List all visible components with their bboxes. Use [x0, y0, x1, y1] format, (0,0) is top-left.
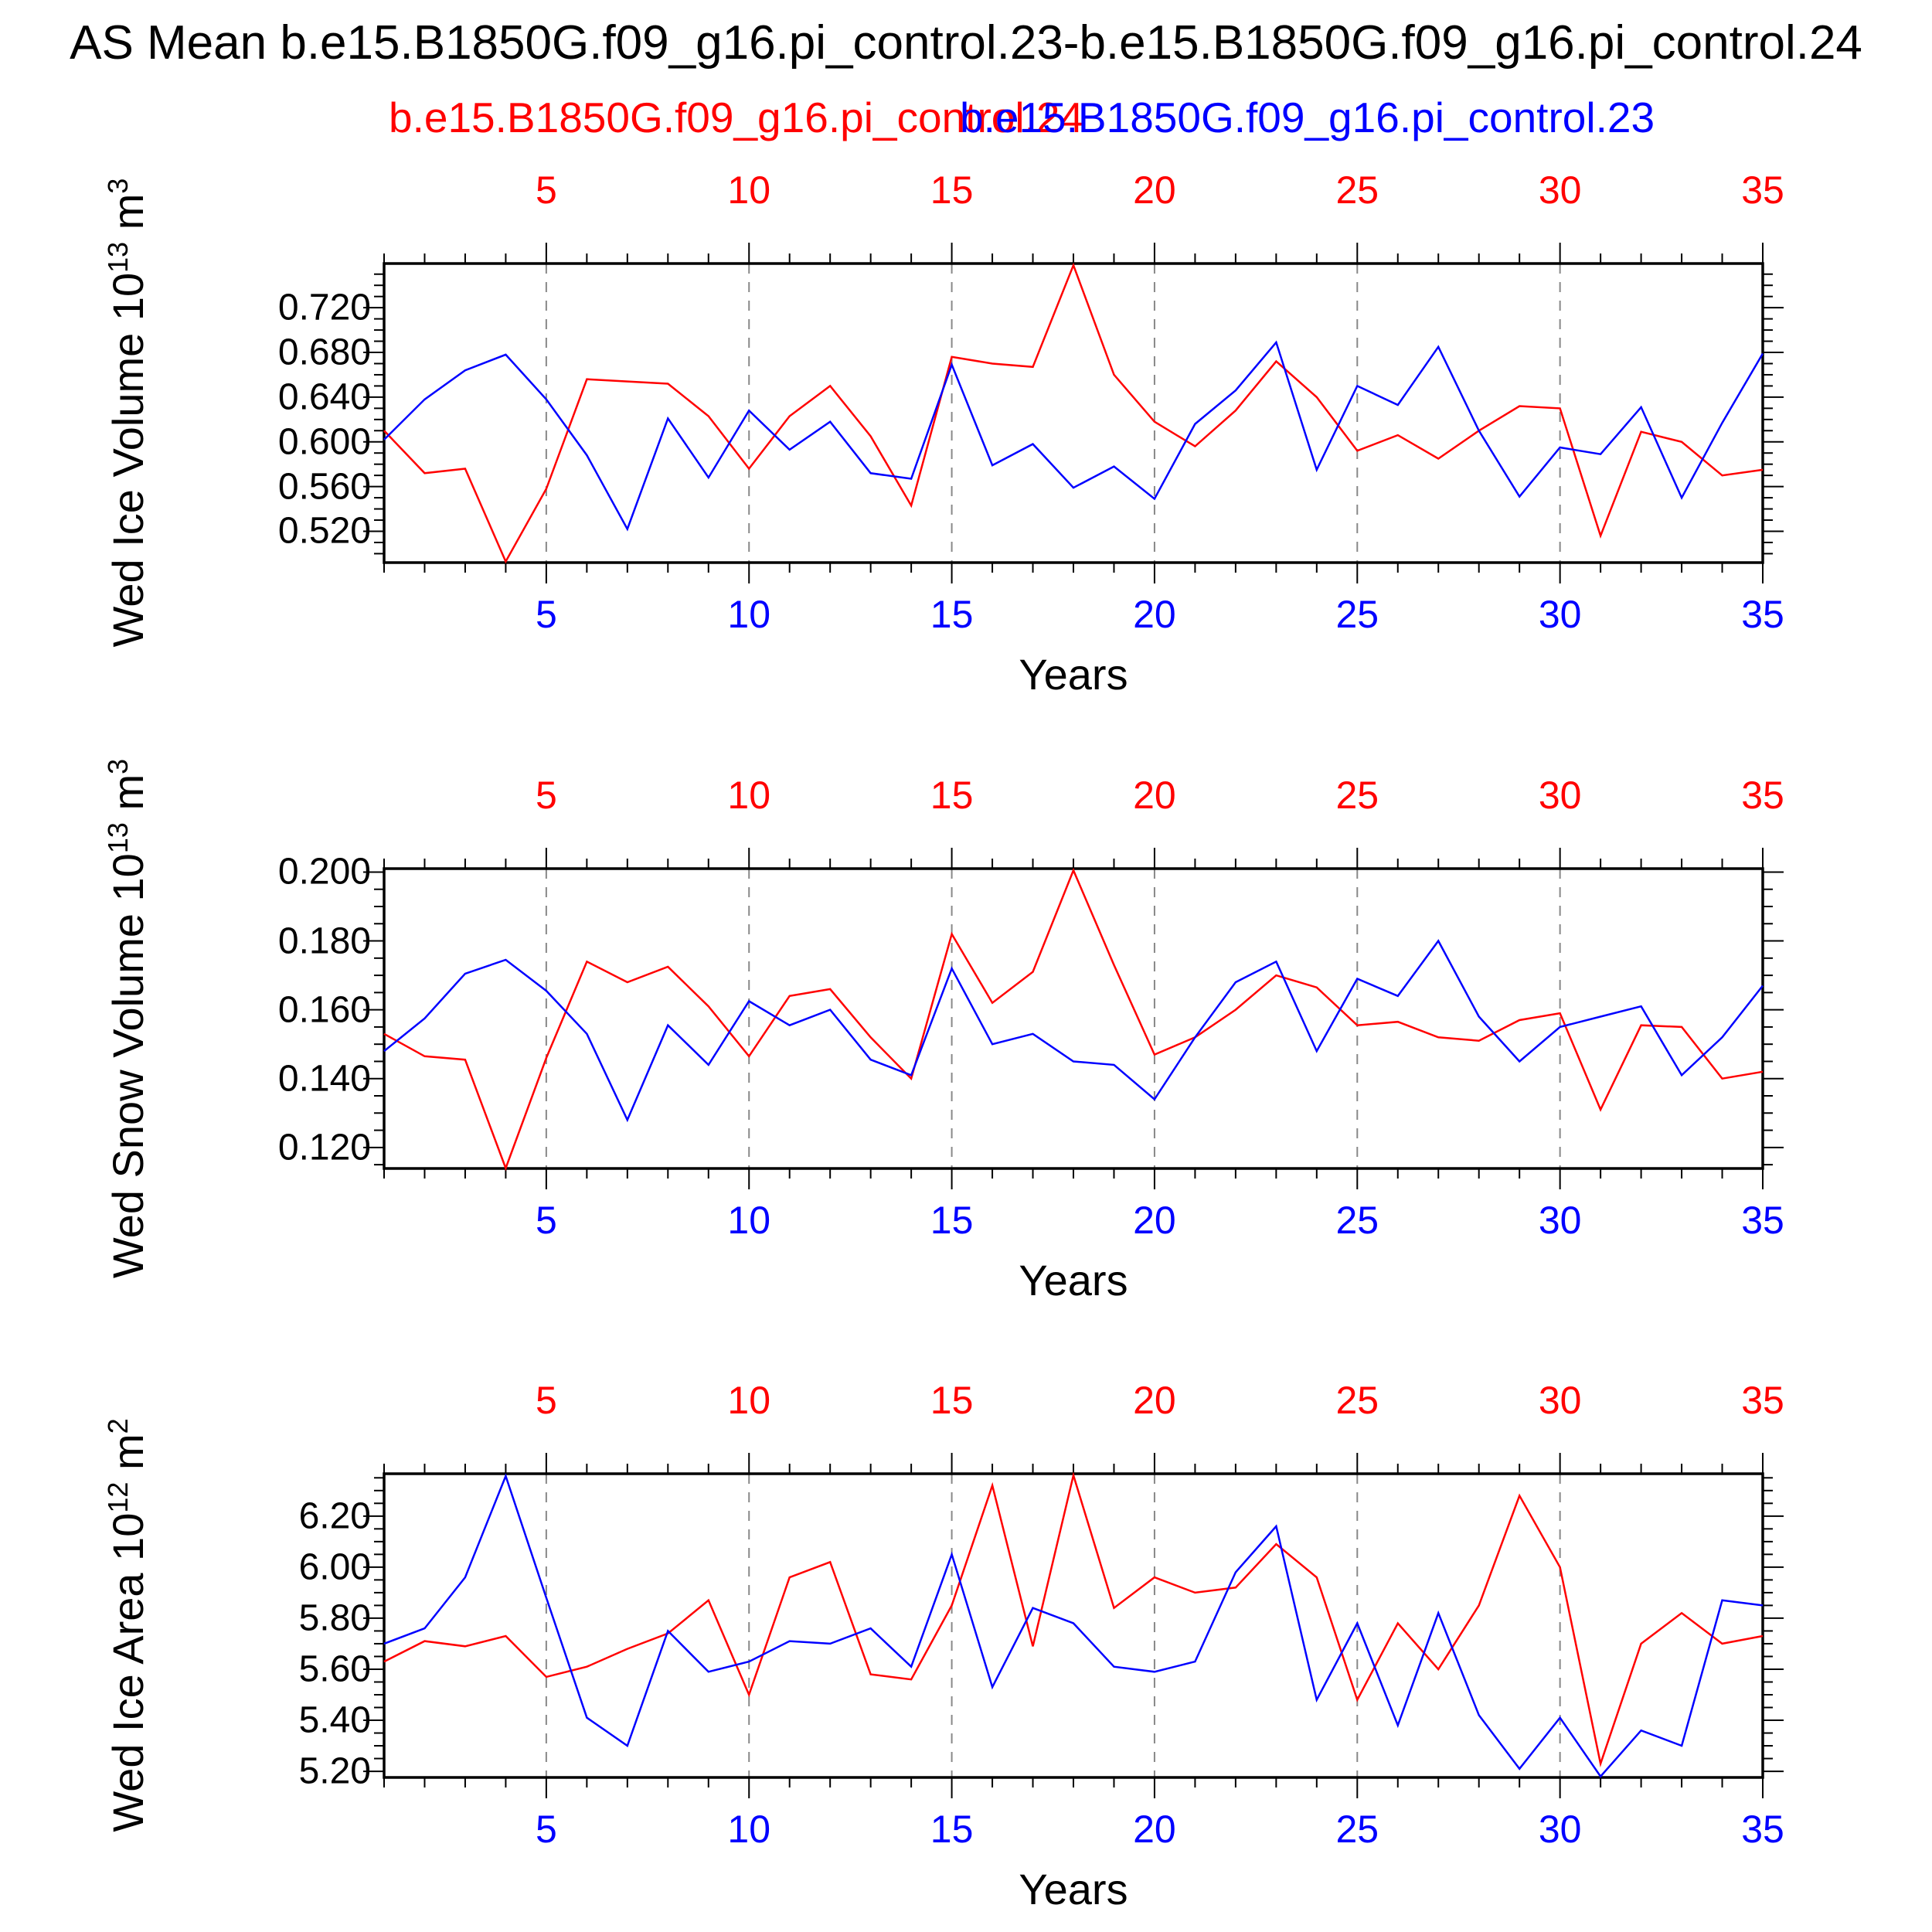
- red-series-snow-volume: [383, 867, 1764, 1172]
- x-tick-label-top: 10: [727, 1379, 771, 1422]
- y-axis-title-ice-volume: Wed Ice Volume 1013 m3: [102, 178, 152, 648]
- x-tick-label-top: 30: [1538, 1379, 1582, 1422]
- x-tick-label-bottom: 5: [535, 593, 557, 636]
- y-tick-label: 6.20: [298, 1495, 371, 1537]
- y-tick-label: 0.560: [277, 466, 371, 508]
- y-tick-label: 0.520: [277, 510, 371, 552]
- x-tick-label-bottom: 35: [1741, 1808, 1784, 1851]
- red-series-ice-area: [383, 1471, 1764, 1767]
- blue-series-ice-volume: [383, 340, 1764, 532]
- x-tick-label-bottom: 15: [930, 1199, 974, 1242]
- x-tick-label-top: 20: [1133, 168, 1176, 212]
- x-tick-label-bottom: 15: [930, 1808, 974, 1851]
- x-tick-label-bottom: 5: [535, 1808, 557, 1851]
- x-tick-label-top: 20: [1133, 774, 1176, 817]
- blue-series-ice-area: [383, 1473, 1764, 1778]
- y-tick-label: 0.140: [277, 1058, 371, 1100]
- x-tick-label-top: 35: [1741, 1379, 1784, 1422]
- x-tick-label-top: 15: [930, 168, 974, 212]
- y-tick-label: 5.20: [298, 1750, 371, 1792]
- x-tick-label-bottom: 20: [1133, 1199, 1176, 1242]
- y-tick-label: 0.720: [277, 287, 371, 328]
- x-tick-label-top: 35: [1741, 168, 1784, 212]
- x-tick-label-top: 5: [535, 774, 557, 817]
- y-tick-label: 0.180: [277, 920, 371, 962]
- x-tick-label-bottom: 30: [1538, 1808, 1582, 1851]
- x-tick-label-top: 5: [535, 168, 557, 212]
- x-tick-label-bottom: 10: [727, 1808, 771, 1851]
- x-tick-label-top: 15: [930, 774, 974, 817]
- y-tick-label: 0.200: [277, 851, 371, 893]
- y-tick-label: 0.120: [277, 1127, 371, 1168]
- y-tick-label: 0.640: [277, 376, 371, 418]
- y-tick-label: 5.80: [298, 1597, 371, 1639]
- x-tick-label-top: 10: [727, 168, 771, 212]
- x-tick-label-top: 10: [727, 774, 771, 817]
- x-tick-label-bottom: 25: [1335, 1808, 1379, 1851]
- legend-series1-label: b.e15.B1850G.f09_g16.pi_control.24: [389, 94, 1084, 141]
- x-tick-label-top: 5: [535, 1379, 557, 1422]
- x-tick-label-bottom: 35: [1741, 1199, 1784, 1242]
- y-tick-label: 0.600: [277, 421, 371, 463]
- x-tick-label-top: 20: [1133, 1379, 1176, 1422]
- x-tick-label-bottom: 30: [1538, 1199, 1582, 1242]
- x-tick-label-top: 15: [930, 1379, 974, 1422]
- x-tick-label-bottom: 5: [535, 1199, 557, 1242]
- y-tick-label: 5.60: [298, 1648, 371, 1690]
- x-axis-title-panel1: Years: [1019, 650, 1128, 699]
- y-tick-label: 0.160: [277, 989, 371, 1031]
- x-tick-label-top: 25: [1335, 1379, 1379, 1422]
- x-tick-label-bottom: 25: [1335, 1199, 1379, 1242]
- y-axis-title-ice-area: Wed Ice Area 1012 m2: [102, 1418, 152, 1832]
- x-tick-label-top: 35: [1741, 774, 1784, 817]
- red-series-ice-volume: [383, 262, 1764, 564]
- x-axis-title-panel3: Years: [1019, 1865, 1128, 1913]
- y-tick-label: 0.680: [277, 332, 371, 373]
- legend-series2-label: b.e15.B1850G.f09_g16.pi_control.23: [960, 94, 1655, 141]
- x-tick-label-bottom: 20: [1133, 1808, 1176, 1851]
- y-tick-label: 6.00: [298, 1546, 371, 1588]
- x-axis-title-panel2: Years: [1019, 1256, 1128, 1304]
- x-tick-label-bottom: 25: [1335, 593, 1379, 636]
- x-tick-label-bottom: 10: [727, 593, 771, 636]
- x-tick-label-top: 25: [1335, 774, 1379, 817]
- x-tick-label-bottom: 20: [1133, 593, 1176, 636]
- x-tick-label-top: 30: [1538, 774, 1582, 817]
- x-tick-label-bottom: 10: [727, 1199, 771, 1242]
- x-tick-label-top: 25: [1335, 168, 1379, 212]
- x-tick-label-bottom: 30: [1538, 593, 1582, 636]
- blue-series-snow-volume: [383, 939, 1764, 1123]
- x-tick-label-bottom: 35: [1741, 593, 1784, 636]
- y-axis-title-snow-volume: Wed Snow Volume 1013 m3: [102, 758, 152, 1279]
- chart-title: AS Mean b.e15.B1850G.f09_g16.pi_control.…: [70, 16, 1862, 70]
- x-tick-label-bottom: 15: [930, 593, 974, 636]
- y-tick-label: 5.40: [298, 1699, 371, 1741]
- x-tick-label-top: 30: [1538, 168, 1582, 212]
